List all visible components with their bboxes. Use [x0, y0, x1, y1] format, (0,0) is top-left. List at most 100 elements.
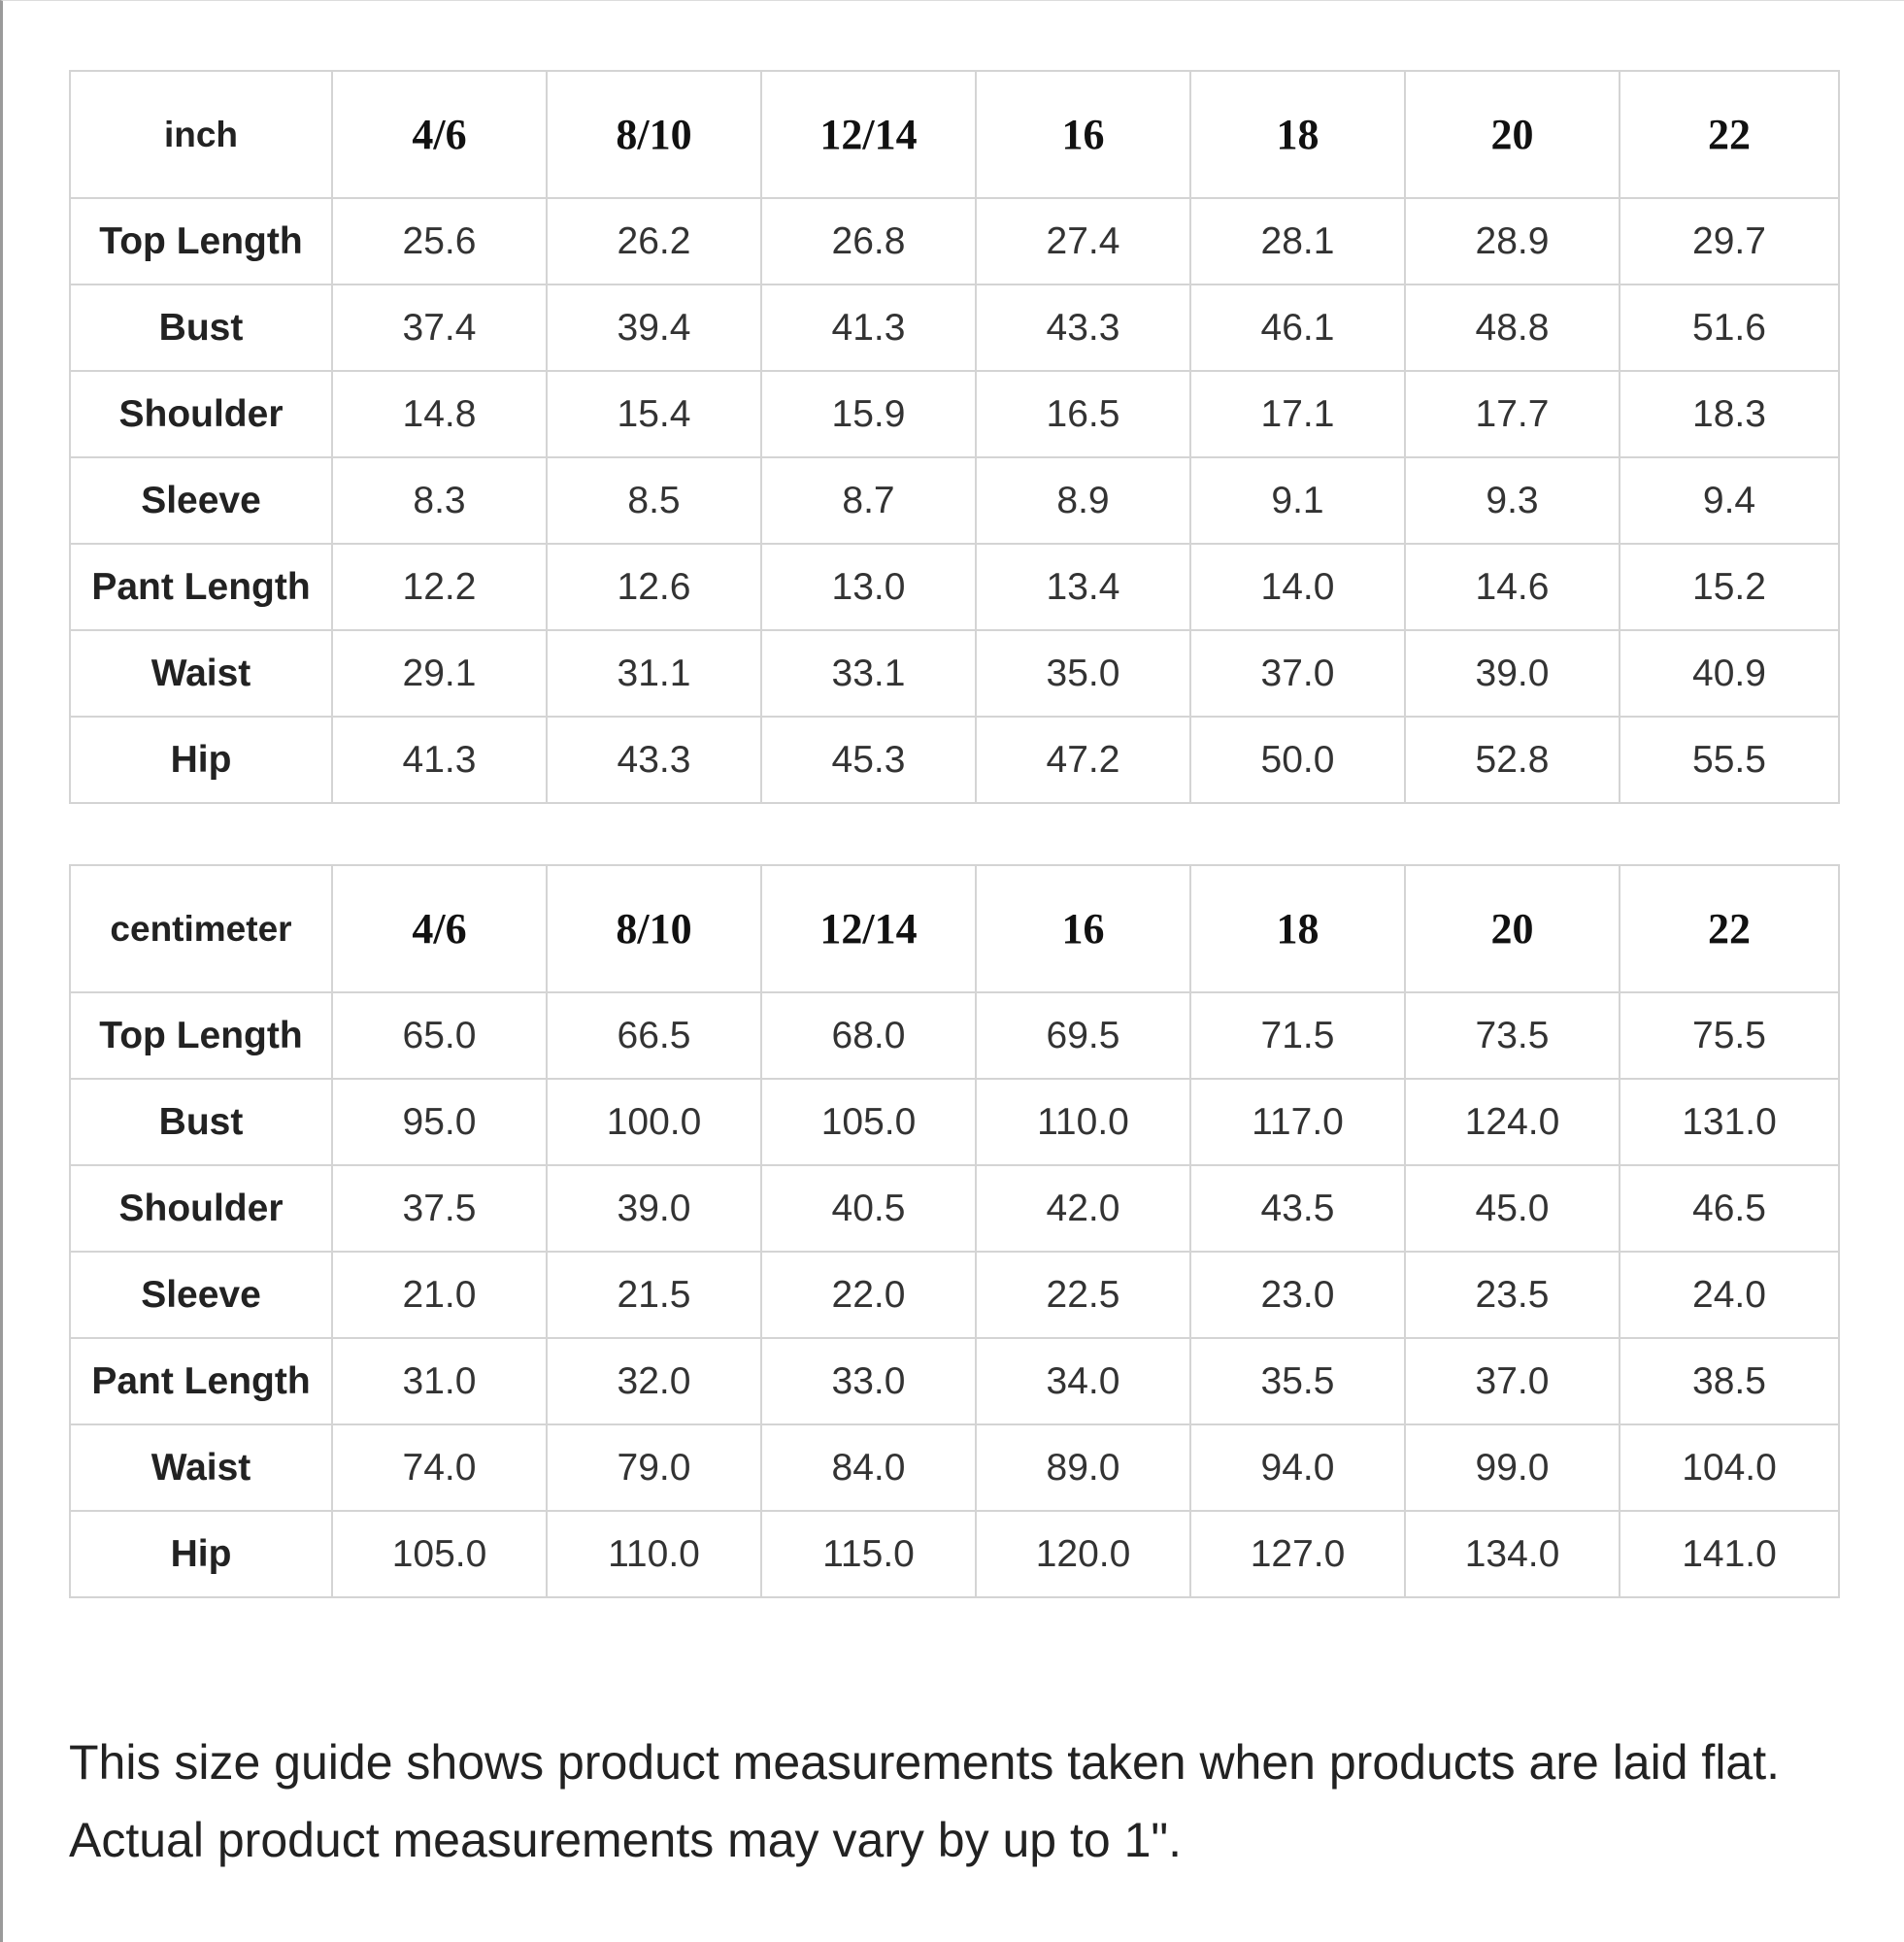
measurement-value: 23.5 [1404, 1251, 1620, 1339]
measurement-value: 89.0 [975, 1423, 1191, 1512]
measurement-value: 105.0 [760, 1078, 977, 1166]
size-header: 20 [1404, 864, 1620, 993]
measurement-value: 110.0 [975, 1078, 1191, 1166]
measurement-value: 51.6 [1619, 284, 1840, 372]
measurement-value: 39.0 [546, 1164, 762, 1253]
size-guide-note: This size guide shows product measuremen… [69, 1735, 1781, 1867]
measurement-value: 41.3 [331, 716, 548, 804]
measurement-value: 127.0 [1189, 1510, 1406, 1598]
size-header: 4/6 [331, 864, 548, 993]
measurement-value: 16.5 [975, 370, 1191, 458]
measurement-label: Waist [69, 629, 333, 718]
measurement-label: Top Length [69, 991, 333, 1080]
size-table-centimeter: centimeter 4/6 8/10 12/14 16 18 20 22 Top Length… [69, 864, 1840, 1598]
measurement-value: 21.0 [331, 1251, 548, 1339]
measurement-value: 42.0 [975, 1164, 1191, 1253]
measurement-label: Bust [69, 1078, 333, 1166]
measurement-value: 33.1 [760, 629, 977, 718]
measurement-value: 66.5 [546, 991, 762, 1080]
measurement-label: Shoulder [69, 1164, 333, 1253]
header-row: inch 4/6 8/10 12/14 16 18 20 22 [69, 70, 1840, 199]
table-row: Sleeve 8.3 8.5 8.7 8.9 9.1 9.3 9.4 [69, 456, 1840, 545]
table-row: Waist 29.1 31.1 33.1 35.0 37.0 39.0 40.9 [69, 629, 1840, 718]
size-header: 20 [1404, 70, 1620, 199]
measurement-value: 22.0 [760, 1251, 977, 1339]
measurement-value: 45.3 [760, 716, 977, 804]
size-header: 22 [1619, 864, 1840, 993]
size-header: 8/10 [546, 864, 762, 993]
measurement-value: 15.2 [1619, 543, 1840, 631]
table-row: Hip 41.3 43.3 45.3 47.2 50.0 52.8 55.5 [69, 716, 1840, 804]
table-row: Waist 74.0 79.0 84.0 89.0 94.0 99.0 104.0 [69, 1423, 1840, 1512]
table-row: Bust 37.4 39.4 41.3 43.3 46.1 48.8 51.6 [69, 284, 1840, 372]
unit-label: centimeter [69, 864, 333, 993]
measurement-value: 37.0 [1189, 629, 1406, 718]
measurement-value: 41.3 [760, 284, 977, 372]
measurement-value: 12.6 [546, 543, 762, 631]
measurement-value: 15.9 [760, 370, 977, 458]
measurement-value: 37.4 [331, 284, 548, 372]
measurement-value: 28.1 [1189, 197, 1406, 285]
size-header: 12/14 [760, 864, 977, 993]
measurement-label: Waist [69, 1423, 333, 1512]
measurement-value: 12.2 [331, 543, 548, 631]
measurement-value: 31.0 [331, 1337, 548, 1425]
measurement-value: 48.8 [1404, 284, 1620, 372]
measurement-label: Pant Length [69, 543, 333, 631]
measurement-value: 68.0 [760, 991, 977, 1080]
measurement-value: 31.1 [546, 629, 762, 718]
measurement-value: 39.0 [1404, 629, 1620, 718]
measurement-label: Pant Length [69, 1337, 333, 1425]
measurement-value: 120.0 [975, 1510, 1191, 1598]
measurement-value: 74.0 [331, 1423, 548, 1512]
measurement-label: Shoulder [69, 370, 333, 458]
measurement-label: Hip [69, 1510, 333, 1598]
measurement-value: 29.7 [1619, 197, 1840, 285]
measurement-value: 115.0 [760, 1510, 977, 1598]
measurement-value: 17.7 [1404, 370, 1620, 458]
measurement-value: 24.0 [1619, 1251, 1840, 1339]
measurement-value: 55.5 [1619, 716, 1840, 804]
measurement-value: 40.9 [1619, 629, 1840, 718]
measurement-value: 32.0 [546, 1337, 762, 1425]
measurement-value: 18.3 [1619, 370, 1840, 458]
measurement-value: 99.0 [1404, 1423, 1620, 1512]
measurement-value: 50.0 [1189, 716, 1406, 804]
measurement-value: 43.3 [546, 716, 762, 804]
measurement-value: 14.0 [1189, 543, 1406, 631]
measurement-value: 26.8 [760, 197, 977, 285]
measurement-value: 94.0 [1189, 1423, 1406, 1512]
measurement-value: 22.5 [975, 1251, 1191, 1339]
measurement-value: 79.0 [546, 1423, 762, 1512]
size-header: 18 [1189, 70, 1406, 199]
size-header: 18 [1189, 864, 1406, 993]
measurement-value: 37.0 [1404, 1337, 1620, 1425]
measurement-value: 95.0 [331, 1078, 548, 1166]
measurement-value: 52.8 [1404, 716, 1620, 804]
table-row: Hip 105.0 110.0 115.0 120.0 127.0 134.0 141.0 [69, 1510, 1840, 1598]
measurement-value: 14.8 [331, 370, 548, 458]
measurement-value: 46.1 [1189, 284, 1406, 372]
measurement-value: 9.1 [1189, 456, 1406, 545]
size-header: 4/6 [331, 70, 548, 199]
size-header: 16 [975, 864, 1191, 993]
measurement-value: 141.0 [1619, 1510, 1840, 1598]
measurement-value: 9.3 [1404, 456, 1620, 545]
measurement-value: 73.5 [1404, 991, 1620, 1080]
size-header: 16 [975, 70, 1191, 199]
measurement-value: 84.0 [760, 1423, 977, 1512]
measurement-value: 33.0 [760, 1337, 977, 1425]
measurement-value: 17.1 [1189, 370, 1406, 458]
measurement-value: 23.0 [1189, 1251, 1406, 1339]
measurement-value: 45.0 [1404, 1164, 1620, 1253]
measurement-value: 75.5 [1619, 991, 1840, 1080]
measurement-value: 8.3 [331, 456, 548, 545]
measurement-value: 43.3 [975, 284, 1191, 372]
measurement-value: 27.4 [975, 197, 1191, 285]
table-row: Shoulder 37.5 39.0 40.5 42.0 43.5 45.0 46.5 [69, 1164, 1840, 1253]
measurement-value: 35.5 [1189, 1337, 1406, 1425]
measurement-value: 14.6 [1404, 543, 1620, 631]
table-row: Bust 95.0 100.0 105.0 110.0 117.0 124.0 131.0 [69, 1078, 1840, 1166]
measurement-value: 28.9 [1404, 197, 1620, 285]
size-table-inch: inch 4/6 8/10 12/14 16 18 20 22 Top Length 25.6 26… [69, 70, 1840, 804]
